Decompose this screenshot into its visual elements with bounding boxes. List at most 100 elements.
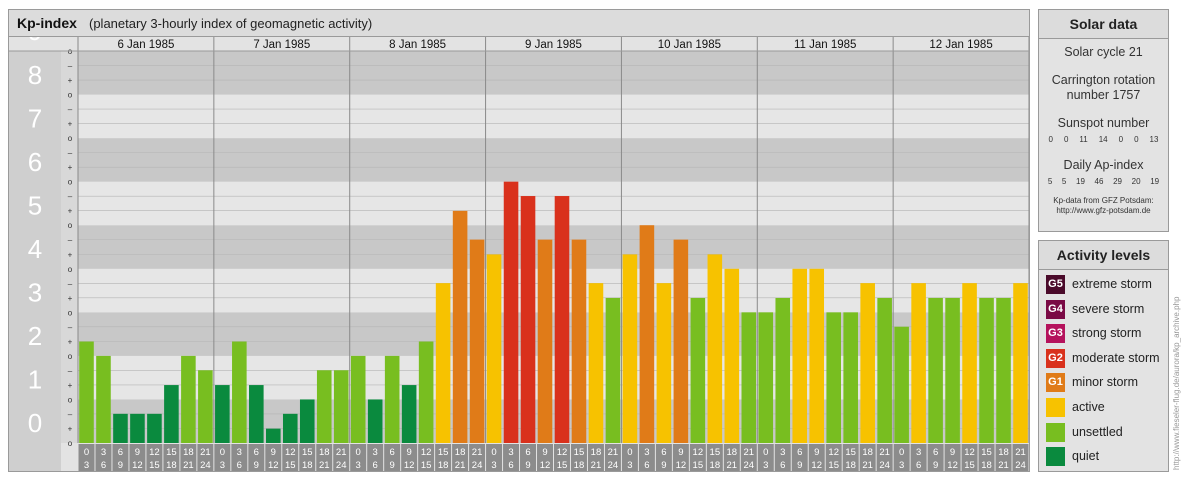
day-header-band — [78, 37, 1029, 51]
kp-bar — [333, 370, 349, 443]
y-subtick-label: – — [68, 105, 73, 114]
kp-bar — [79, 341, 94, 443]
kp-bar — [486, 254, 502, 443]
hour-end-label: 9 — [933, 460, 938, 471]
y-subtick-label: + — [68, 120, 73, 129]
y-subtick-label: + — [68, 381, 73, 390]
legend-item: active — [1046, 398, 1170, 418]
hour-cell — [452, 444, 469, 471]
hour-end-label: 15 — [149, 460, 160, 471]
y-tick-label: 2 — [28, 321, 42, 351]
ap-index-label: Daily Ap-index — [1063, 158, 1144, 172]
kp-bar — [860, 283, 875, 443]
hour-end-label: 18 — [710, 460, 721, 471]
grid-band — [78, 94, 1029, 139]
hour-cell — [469, 444, 486, 471]
kp-bar — [266, 428, 281, 443]
y-subtick-label: o — [68, 134, 73, 143]
kp-bar — [282, 413, 298, 443]
hour-end-label: 9 — [118, 460, 123, 471]
y-tick-label: 9 — [28, 37, 42, 46]
hour-start-label: 6 — [254, 447, 259, 458]
ap-value: 29 — [1113, 177, 1122, 186]
legend-swatch — [1046, 447, 1065, 467]
hour-cell — [537, 444, 553, 471]
y-subtick-label: – — [68, 410, 73, 419]
kp-bar — [945, 297, 960, 443]
hour-start-label: 0 — [84, 447, 89, 458]
hour-start-label: 0 — [356, 447, 361, 458]
hour-start-label: 0 — [220, 447, 225, 458]
kp-bar — [316, 370, 332, 443]
hour-cell — [791, 444, 808, 471]
legend-label: severe storm — [1072, 301, 1145, 316]
hour-start-label: 9 — [542, 447, 547, 458]
hour-end-label: 3 — [220, 460, 225, 471]
day-label: 12 Jan 1985 — [929, 39, 992, 51]
hour-end-label: 18 — [302, 460, 313, 471]
activity-levels-panel: Activity levels G5 extreme storm G4 severe … — [1038, 240, 1169, 472]
hour-start-label: 9 — [135, 447, 140, 458]
legend-item: G1 minor storm — [1046, 373, 1170, 393]
hour-cell — [876, 444, 893, 471]
chart-title: Kp-index — [17, 15, 77, 31]
legend-item: unsettled — [1046, 422, 1170, 443]
hour-start-label: 9 — [271, 447, 276, 458]
day-label: 8 Jan 1985 — [389, 39, 446, 51]
hour-cell — [655, 444, 672, 471]
source-url[interactable]: http://www.fieseler-flug.de/aurora/kp_ar… — [1172, 296, 1181, 470]
legend-label: moderate storm — [1072, 350, 1160, 365]
credit-link[interactable]: http://www.gfz-potsdam.de — [1056, 206, 1151, 215]
kp-bar — [520, 196, 536, 443]
hour-start-label: 0 — [627, 447, 632, 458]
hour-end-label: 12 — [404, 460, 415, 471]
hour-end-label: 15 — [828, 460, 839, 471]
kp-bar — [367, 399, 383, 443]
hour-cell — [1012, 444, 1029, 471]
hour-end-label: 3 — [491, 460, 496, 471]
hour-start-label: 0 — [899, 447, 904, 458]
hour-end-label: 21 — [862, 460, 873, 471]
kp-bar — [299, 399, 315, 443]
kp-bar — [96, 355, 111, 443]
hour-start-label: 18 — [319, 447, 330, 458]
hour-start-label: 9 — [407, 447, 412, 458]
kp-bar — [350, 355, 366, 443]
hour-end-label: 3 — [84, 460, 89, 471]
hour-start-label: 6 — [797, 447, 802, 458]
hour-cell — [927, 444, 944, 471]
data-credit: Kp-data from GFZ Potsdam: http://www.gfz… — [1039, 196, 1168, 216]
y-subtick-label: – — [68, 192, 73, 201]
hour-start-label: 6 — [525, 447, 530, 458]
legend-swatch: G3 — [1046, 324, 1065, 344]
sunspot-value: 14 — [1098, 135, 1108, 144]
solar-data-heading: Solar data — [1039, 10, 1168, 39]
hour-end-label: 3 — [627, 460, 632, 471]
hour-cell — [435, 444, 452, 471]
kp-bar — [792, 268, 808, 443]
kp-bar — [826, 312, 841, 443]
kp-bar — [622, 254, 638, 443]
hour-cell — [401, 444, 418, 471]
kp-bar — [537, 239, 553, 443]
hour-start-label: 21 — [472, 447, 483, 458]
kp-bar — [996, 297, 1011, 443]
hour-start-label: 15 — [981, 447, 992, 458]
y-tick-label: 4 — [28, 234, 42, 264]
kp-bar — [741, 312, 757, 443]
y-subtick-label: – — [68, 323, 73, 332]
ap-value: 19 — [1150, 177, 1160, 186]
carrington-rotation-line2: number 1757 — [1066, 88, 1141, 102]
legend-item: G3 strong storm — [1046, 324, 1170, 344]
y-subtick-label: o — [68, 439, 73, 448]
sunspot-value: 0 — [1118, 135, 1124, 144]
legend-label: active — [1072, 400, 1105, 414]
hour-start-label: 0 — [491, 447, 496, 458]
hour-end-label: 21 — [455, 460, 466, 471]
kp-bar — [452, 210, 468, 443]
legend-label: quiet — [1072, 449, 1100, 464]
kp-bar — [877, 297, 892, 443]
legend-swatch — [1046, 398, 1065, 417]
hour-cell — [706, 444, 723, 471]
chart-subtitle: (planetary 3-hourly index of geomagnetic… — [89, 16, 373, 31]
